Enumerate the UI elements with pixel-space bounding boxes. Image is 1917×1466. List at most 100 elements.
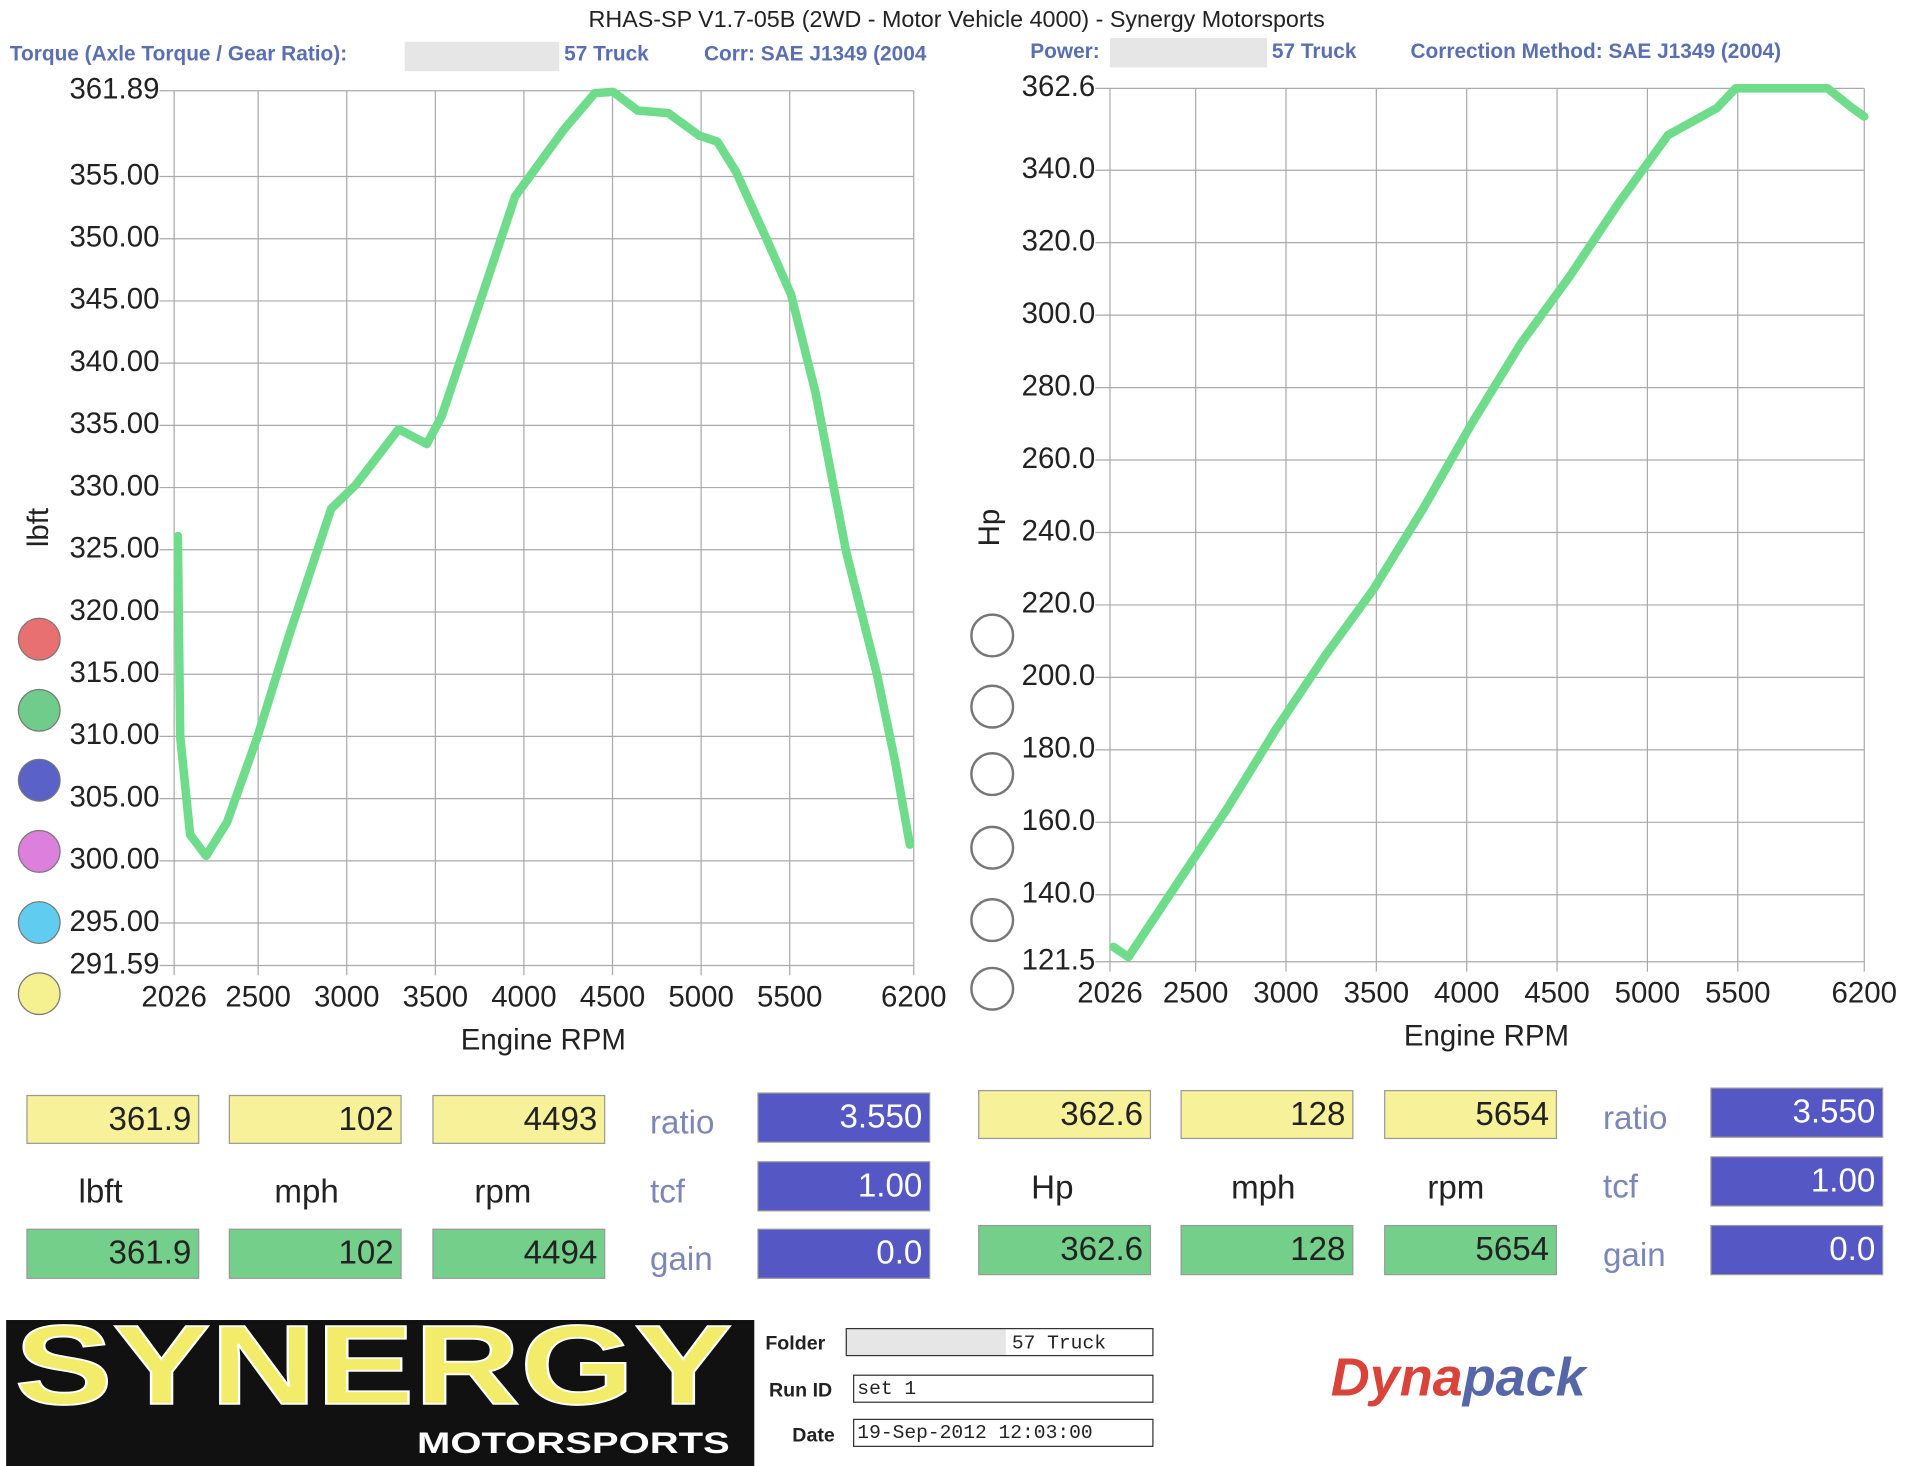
readout-unit: rpm bbox=[474, 1173, 531, 1210]
x-tick-label: 4000 bbox=[1434, 977, 1499, 1010]
run-dot[interactable] bbox=[970, 825, 1015, 870]
y-tick-label: 200.0 bbox=[1022, 659, 1096, 692]
logo-name: SYNERGY bbox=[15, 1302, 732, 1428]
y-tick-label: 140.0 bbox=[1022, 877, 1096, 910]
date-value: 19-Sep-2012 12:03:00 bbox=[857, 1422, 1092, 1444]
factor-value: 1.00 bbox=[858, 1167, 922, 1204]
correction: Corr: SAE J1349 (2004 bbox=[704, 43, 927, 66]
readout-unit: Hp bbox=[1031, 1170, 1073, 1207]
readout-value: 362.6 bbox=[1060, 1231, 1143, 1268]
readout-unit: mph bbox=[274, 1173, 338, 1210]
factor-value: 1.00 bbox=[1811, 1162, 1875, 1199]
y-tick-label: 320.0 bbox=[1022, 224, 1096, 257]
readout-box bbox=[228, 1094, 402, 1144]
y-tick-label: 160.0 bbox=[1022, 804, 1096, 837]
run-dot[interactable] bbox=[970, 966, 1015, 1011]
run-dot[interactable] bbox=[970, 898, 1015, 943]
factor-box bbox=[757, 1228, 931, 1279]
x-tick-label: 2500 bbox=[1163, 977, 1228, 1010]
factor-box bbox=[1710, 1224, 1884, 1276]
logo-tagline: MOTORSPORTS bbox=[417, 1427, 730, 1460]
x-tick-label: 4500 bbox=[580, 980, 645, 1013]
folder-value: 57 Truck bbox=[1012, 1333, 1106, 1355]
y-tick-label: 335.00 bbox=[69, 407, 159, 440]
x-axis-label: Engine RPM bbox=[1404, 1020, 1569, 1053]
torque-power-curve bbox=[1109, 84, 1869, 962]
torque-power-curve bbox=[173, 87, 915, 861]
run-dot[interactable] bbox=[17, 617, 61, 661]
x-tick-label: 5000 bbox=[1615, 977, 1680, 1010]
x-tick-label: 2026 bbox=[1077, 977, 1142, 1010]
y-tick-label: 305.00 bbox=[69, 780, 159, 813]
x-axis-label: Engine RPM bbox=[461, 1023, 626, 1056]
readout-value: 4494 bbox=[524, 1235, 598, 1272]
x-tick-label: 6200 bbox=[881, 980, 946, 1013]
run-dot[interactable] bbox=[970, 752, 1015, 797]
y-tick-label: 295.00 bbox=[69, 905, 159, 938]
readout-value: 4493 bbox=[524, 1101, 598, 1138]
y-tick-label: 325.00 bbox=[69, 532, 159, 565]
readout-value: 102 bbox=[338, 1235, 393, 1272]
readout-value: 5654 bbox=[1475, 1231, 1549, 1268]
field-box bbox=[845, 1327, 1154, 1357]
sheet-header: RHAS-SP V1.7-05B (2WD - Motor Vehicle 40… bbox=[589, 6, 1325, 32]
y-tick-label: 291.59 bbox=[69, 947, 159, 980]
x-tick-label: 5500 bbox=[757, 980, 822, 1013]
y-tick-label: 320.00 bbox=[69, 594, 159, 627]
vehicle: 57 Truck bbox=[1272, 40, 1357, 63]
x-tick-label: 5000 bbox=[668, 980, 733, 1013]
run-dot[interactable] bbox=[17, 688, 61, 732]
brand-logo: Dynapack bbox=[1331, 1348, 1589, 1408]
logo-band bbox=[6, 1320, 755, 1466]
readout-box bbox=[1384, 1224, 1558, 1276]
factor-box bbox=[1710, 1087, 1884, 1138]
date-label: Date bbox=[792, 1425, 835, 1447]
factor-box bbox=[757, 1161, 931, 1212]
y-tick-label: 315.00 bbox=[69, 656, 159, 689]
readout-value: 128 bbox=[1290, 1096, 1345, 1133]
run-dot[interactable] bbox=[970, 684, 1015, 729]
run-dot[interactable] bbox=[17, 829, 61, 873]
run-dot[interactable] bbox=[970, 613, 1015, 658]
readout-box bbox=[26, 1094, 200, 1144]
run-dot[interactable] bbox=[17, 901, 61, 945]
readout-unit: lbft bbox=[78, 1173, 122, 1210]
readout-box bbox=[432, 1228, 606, 1279]
readout-box bbox=[228, 1228, 402, 1279]
y-tick-label: 340.00 bbox=[69, 345, 159, 378]
factor-value: 3.550 bbox=[1792, 1094, 1875, 1131]
x-tick-label: 3500 bbox=[403, 980, 468, 1013]
readout-box bbox=[1180, 1224, 1354, 1276]
factor-box bbox=[757, 1092, 931, 1143]
folder-label: Folder bbox=[765, 1333, 825, 1355]
x-tick-label: 4000 bbox=[491, 980, 556, 1013]
brand-part: Dyna bbox=[1331, 1348, 1463, 1408]
y-tick-label: 355.00 bbox=[69, 158, 159, 191]
readout-value: 362.6 bbox=[1060, 1096, 1143, 1133]
readout-value: 361.9 bbox=[108, 1235, 191, 1272]
y-tick-label: 361.89 bbox=[69, 73, 159, 106]
x-tick-label: 4500 bbox=[1524, 977, 1589, 1010]
readout-unit: mph bbox=[1231, 1170, 1295, 1207]
y-tick-label: 310.00 bbox=[69, 718, 159, 751]
chart-title: Power: bbox=[1030, 40, 1099, 63]
x-tick-label: 3000 bbox=[314, 980, 379, 1013]
y-tick-label: 240.0 bbox=[1022, 514, 1096, 547]
factor-label: gain bbox=[650, 1241, 713, 1278]
redacted-box bbox=[1109, 38, 1267, 68]
y-tick-label: 350.00 bbox=[69, 220, 159, 253]
run-dot[interactable] bbox=[17, 972, 61, 1016]
factor-value: 3.550 bbox=[839, 1099, 922, 1136]
y-tick-label: 330.00 bbox=[69, 469, 159, 502]
vehicle: 57 Truck bbox=[564, 43, 649, 66]
x-tick-label: 2500 bbox=[225, 980, 290, 1013]
brand-part: pack bbox=[1461, 1348, 1589, 1408]
y-tick-label: 260.0 bbox=[1022, 442, 1096, 475]
factor-value: 0.0 bbox=[876, 1235, 922, 1272]
readout-box bbox=[978, 1089, 1152, 1140]
y-tick-label: 300.00 bbox=[69, 843, 159, 876]
readout-value: 102 bbox=[338, 1101, 393, 1138]
readout-value: 5654 bbox=[1475, 1096, 1549, 1133]
run-dot[interactable] bbox=[17, 758, 61, 802]
